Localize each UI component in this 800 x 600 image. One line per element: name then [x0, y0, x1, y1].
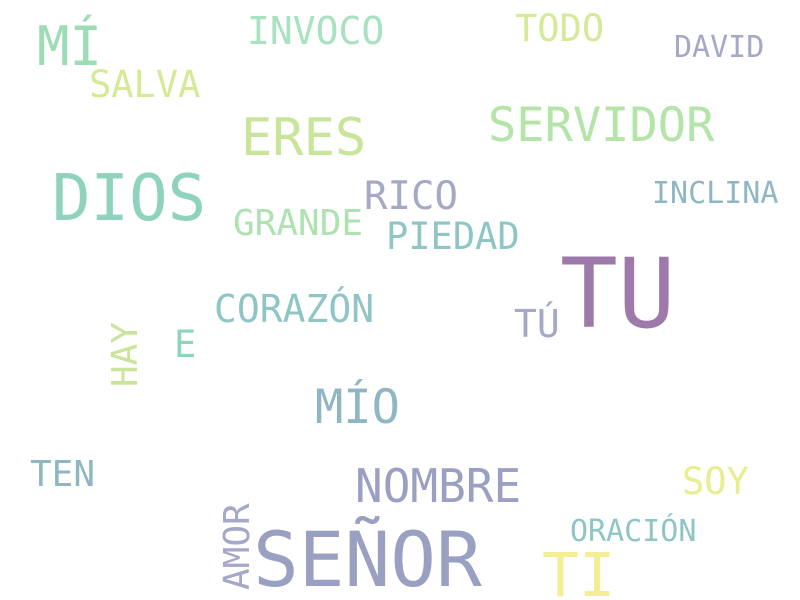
word-ten: TEN	[30, 454, 96, 495]
word-salva: SALVA	[89, 63, 201, 106]
word-mi: MÍ	[37, 15, 103, 78]
word-grande: GRANDE	[233, 203, 364, 244]
word-ti: TI	[542, 540, 616, 600]
word-tu: TU	[560, 238, 676, 350]
word-e: E	[174, 323, 197, 366]
word-rico: RICO	[364, 174, 458, 219]
word-nombre: NOMBRE	[355, 459, 522, 513]
word-corazon: CORAZÓN	[214, 287, 375, 331]
word-servidor: SERVIDOR	[488, 98, 715, 153]
word-david: DAVID	[674, 30, 765, 65]
word-oracion: ORACIÓN	[570, 514, 697, 549]
word-dios: DIOS	[52, 162, 207, 236]
word-hay: HAY	[105, 321, 146, 387]
word-eres: ERES	[241, 108, 367, 168]
word-tu-accent: TÚ	[514, 302, 560, 346]
word-soy: SOY	[682, 460, 749, 503]
word-invoco: INVOCO	[247, 9, 385, 53]
word-senor: SEÑOR	[253, 515, 482, 600]
word-inclina: INCLINA	[652, 176, 779, 211]
word-mio: MÍO	[315, 380, 400, 435]
word-piedad: PIEDAD	[386, 215, 520, 258]
word-todo: TODO	[515, 7, 605, 50]
word-amor: AMOR	[217, 503, 258, 590]
